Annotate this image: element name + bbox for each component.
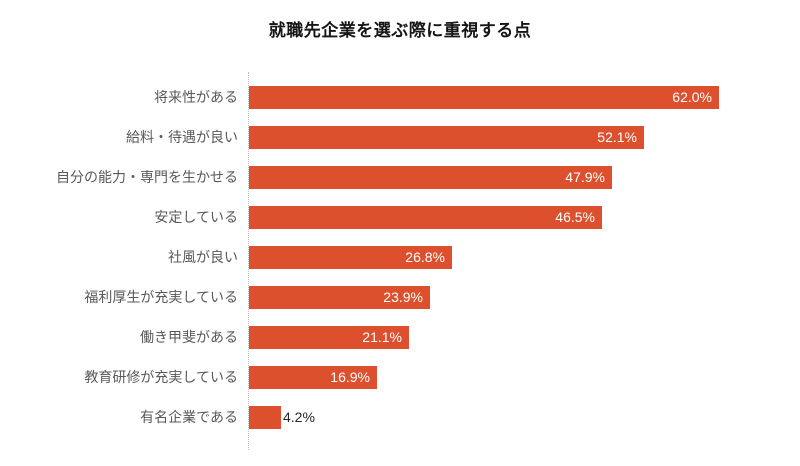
value-label: 21.1% xyxy=(362,329,402,345)
bar: 26.8% xyxy=(249,245,452,269)
bar-track: 52.1% xyxy=(249,125,800,149)
bar-row: 給料・待遇が良い 52.1% xyxy=(0,117,800,157)
value-label: 4.2% xyxy=(283,409,315,425)
category-label: 社風が良い xyxy=(168,249,238,265)
category-label: 安定している xyxy=(154,209,238,225)
bar: 62.0% xyxy=(249,85,719,109)
category-label: 将来性がある xyxy=(154,89,238,105)
bar: 47.9% xyxy=(249,165,612,189)
value-label: 62.0% xyxy=(672,89,712,105)
category-label: 働き甲斐がある xyxy=(140,329,238,345)
chart-title: 就職先企業を選ぶ際に重視する点 xyxy=(268,21,532,40)
bar-row: 将来性がある 62.0% xyxy=(0,77,800,117)
bar-track: 46.5% xyxy=(249,205,800,229)
bar: 46.5% xyxy=(249,205,602,229)
bar-track: 62.0% xyxy=(249,85,800,109)
category-label: 福利厚生が充実している xyxy=(84,289,238,305)
bar: 16.9% xyxy=(249,365,377,389)
bar-track: 26.8% xyxy=(249,245,800,269)
bar-track: 4.2% xyxy=(249,405,800,429)
value-label: 47.9% xyxy=(565,169,605,185)
bar-track: 21.1% xyxy=(249,325,800,349)
bar-track: 16.9% xyxy=(249,365,800,389)
category-label: 教育研修が充実している xyxy=(84,369,238,385)
bar xyxy=(249,405,281,429)
category-label: 自分の能力・専門を生かせる xyxy=(56,169,238,185)
value-label: 52.1% xyxy=(597,129,637,145)
value-label: 46.5% xyxy=(555,209,595,225)
bar-row: 教育研修が充実している 16.9% xyxy=(0,357,800,397)
value-label: 26.8% xyxy=(405,249,445,265)
bar-row: 福利厚生が充実している 23.9% xyxy=(0,277,800,317)
bar-row: 安定している 46.5% xyxy=(0,197,800,237)
bar-row: 有名企業である 4.2% xyxy=(0,397,800,437)
bar-track: 23.9% xyxy=(249,285,800,309)
bar-row: 社風が良い 26.8% xyxy=(0,237,800,277)
bar-rows: 将来性がある 62.0% 給料・待遇が良い 52.1% 自分の能力・専門を生かせる 47.… xyxy=(0,77,800,437)
bar-row: 働き甲斐がある 21.1% xyxy=(0,317,800,357)
bar: 21.1% xyxy=(249,325,409,349)
category-label: 有名企業である xyxy=(140,409,238,425)
value-label: 23.9% xyxy=(383,289,423,305)
category-label: 給料・待遇が良い xyxy=(126,129,238,145)
bar-track: 47.9% xyxy=(249,165,800,189)
value-label: 16.9% xyxy=(330,369,370,385)
bar: 52.1% xyxy=(249,125,644,149)
bar: 23.9% xyxy=(249,285,430,309)
y-axis-line xyxy=(248,72,249,450)
bar-row: 自分の能力・専門を生かせる 47.9% xyxy=(0,157,800,197)
